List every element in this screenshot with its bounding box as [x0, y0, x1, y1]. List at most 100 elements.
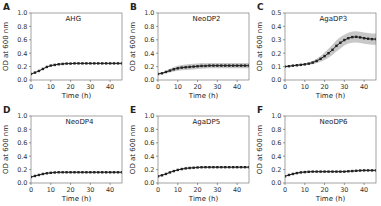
marker	[188, 66, 190, 68]
x-tick-label: 10	[174, 186, 182, 194]
x-tick-label: 30	[340, 186, 348, 194]
marker	[113, 171, 115, 173]
marker	[61, 171, 63, 173]
marker	[161, 174, 163, 176]
marker	[300, 64, 302, 66]
marker	[244, 64, 246, 66]
x-tick-label: 40	[233, 186, 241, 194]
title: NeoDP2	[193, 15, 221, 23]
plot-area	[31, 62, 122, 75]
panel: B0.00.20.40.60.81.0010203040Time (h)OD a…	[129, 2, 250, 100]
y-tick	[156, 169, 158, 170]
plot-area	[158, 63, 249, 75]
marker	[244, 166, 246, 168]
marker	[169, 69, 171, 71]
y-axis-label: OD at 600 nm	[256, 125, 264, 174]
marker	[347, 37, 349, 39]
marker	[212, 166, 214, 168]
marker	[117, 171, 119, 173]
panel-label: B	[130, 2, 137, 12]
marker	[216, 64, 218, 66]
x-tick-label: 40	[360, 186, 368, 194]
marker	[184, 66, 186, 68]
marker	[50, 172, 52, 174]
line	[31, 63, 122, 74]
y-tick	[156, 142, 158, 143]
x-axis-label: Time (h)	[188, 195, 219, 203]
y-tick-label: 0.8	[17, 23, 27, 31]
y-tick-label: 0.6	[144, 36, 154, 44]
y-axis-label: OD at 600 nm	[129, 22, 137, 71]
x-tick-label: 40	[360, 83, 368, 91]
y-tick	[156, 156, 158, 157]
x-tick-label: 30	[213, 83, 221, 91]
marker	[50, 64, 52, 66]
marker	[177, 169, 179, 171]
x-tick-label: 10	[47, 186, 55, 194]
marker	[109, 62, 111, 64]
marker	[232, 64, 234, 66]
line	[31, 172, 122, 177]
panel: C0.00.10.20.30.40.5010203040Time (h)OD a…	[256, 2, 377, 100]
x-tick-label: 20	[66, 83, 74, 91]
title: AgaDP3	[320, 15, 348, 23]
y-tick-label: 0.4	[271, 23, 281, 31]
marker	[308, 171, 310, 173]
plot-area	[158, 166, 249, 178]
marker	[97, 62, 99, 64]
y-axis-label: OD at 600 nm	[2, 22, 10, 71]
marker	[46, 66, 48, 68]
x-tick-label: 20	[66, 186, 74, 194]
marker	[117, 62, 119, 64]
marker	[38, 174, 40, 176]
marker	[81, 62, 83, 64]
marker	[319, 170, 321, 172]
marker	[212, 64, 214, 66]
marker	[200, 166, 202, 168]
y-tick-label: 0.2	[17, 166, 27, 174]
panel-label: A	[3, 2, 10, 12]
y-tick-label: 0.8	[144, 126, 154, 134]
x-tick-label: 30	[86, 186, 94, 194]
marker	[192, 167, 194, 169]
marker	[311, 170, 313, 172]
marker	[292, 173, 294, 175]
marker	[97, 171, 99, 173]
marker	[113, 62, 115, 64]
y-tick-label: 0.4	[144, 153, 154, 161]
marker	[42, 173, 44, 175]
y-tick-label: 1.0	[271, 112, 281, 120]
marker	[200, 65, 202, 67]
marker	[57, 171, 59, 173]
marker	[81, 171, 83, 173]
marker	[93, 171, 95, 173]
y-tick-label: 0.2	[144, 166, 154, 174]
marker	[69, 62, 71, 64]
plot-area	[285, 169, 376, 177]
y-tick-label: 0.8	[17, 126, 27, 134]
marker	[335, 170, 337, 172]
x-tick-label: 0	[283, 186, 287, 194]
marker	[240, 166, 242, 168]
marker	[327, 52, 329, 54]
y-tick-label: 0.0	[144, 179, 154, 187]
y-tick	[156, 66, 158, 67]
marker	[173, 170, 175, 172]
y-tick-label: 0.4	[271, 153, 281, 161]
y-tick-label: 0.0	[17, 179, 27, 187]
y-tick-label: 0.4	[17, 50, 27, 58]
marker	[296, 172, 298, 174]
y-tick	[156, 39, 158, 40]
x-axis-label: Time (h)	[61, 195, 92, 203]
y-tick	[156, 116, 158, 117]
marker	[73, 171, 75, 173]
marker	[220, 64, 222, 66]
marker	[308, 62, 310, 64]
y-tick-label: 0.4	[17, 153, 27, 161]
y-tick-label: 1.0	[17, 9, 27, 17]
marker	[89, 171, 91, 173]
y-tick-label: 0.2	[271, 166, 281, 174]
marker	[323, 170, 325, 172]
x-tick-label: 0	[156, 83, 160, 91]
marker	[165, 173, 167, 175]
